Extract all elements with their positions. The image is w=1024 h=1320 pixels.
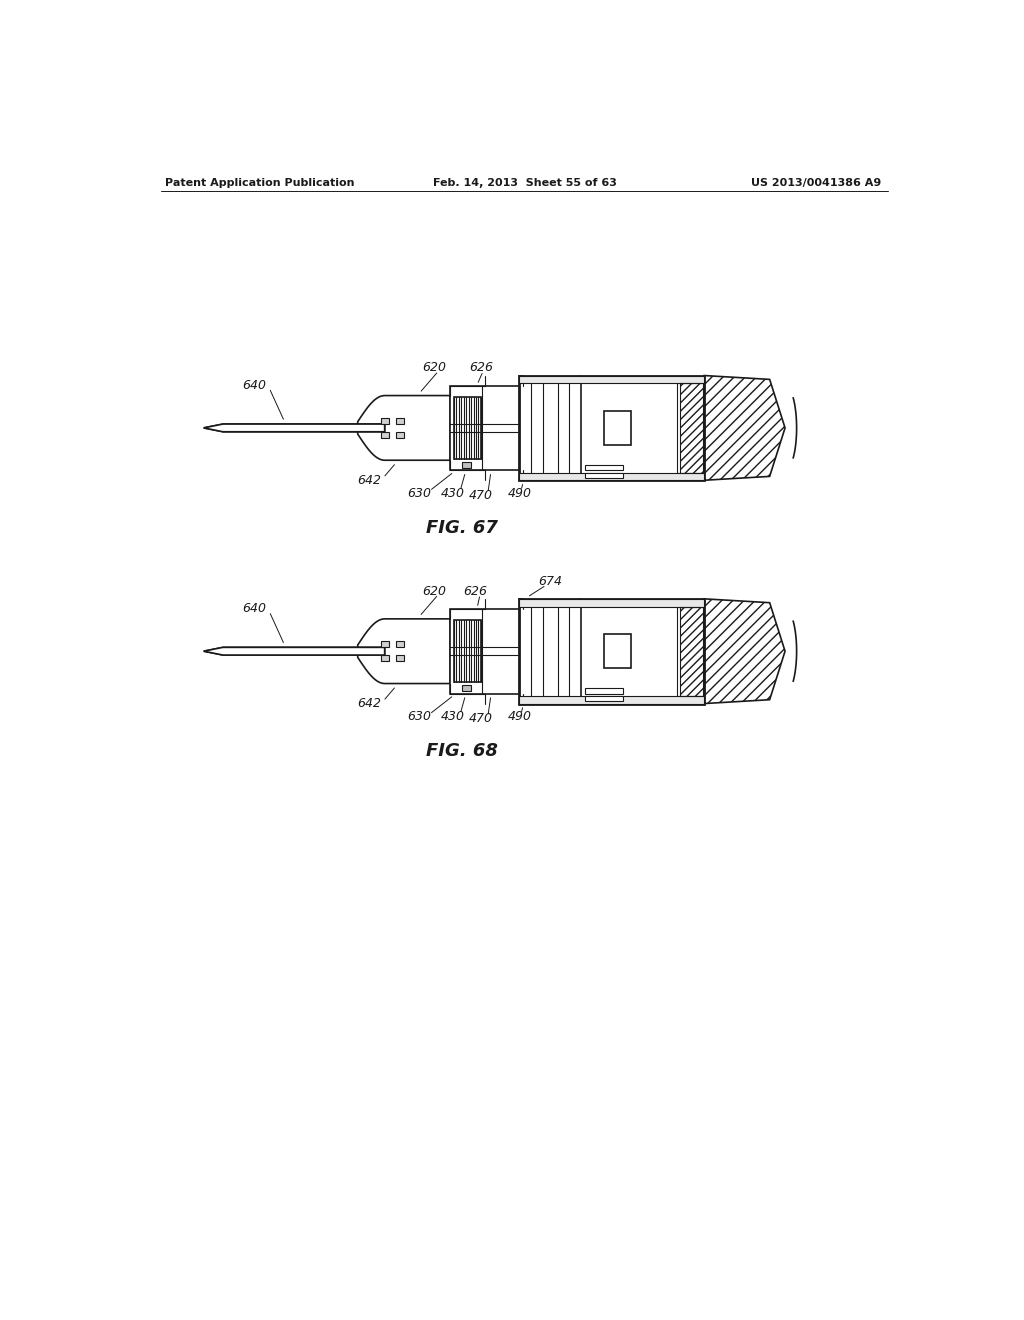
Bar	[451, 609, 523, 693]
Bar	[604, 411, 631, 445]
Polygon shape	[204, 424, 385, 432]
Bar	[396, 642, 403, 647]
Bar	[680, 383, 702, 473]
Bar	[519, 696, 705, 704]
Bar	[519, 375, 705, 383]
Text: 674: 674	[539, 576, 562, 589]
Bar	[381, 655, 388, 661]
Text: 470: 470	[469, 490, 493, 502]
Bar	[604, 635, 631, 668]
Bar	[396, 655, 403, 661]
Text: 640: 640	[242, 379, 266, 392]
Text: Feb. 14, 2013  Sheet 55 of 63: Feb. 14, 2013 Sheet 55 of 63	[433, 178, 616, 187]
Text: 430: 430	[440, 487, 465, 500]
Bar	[381, 418, 388, 424]
Text: 620: 620	[423, 585, 446, 598]
Bar	[519, 599, 705, 607]
Bar	[585, 696, 624, 701]
Polygon shape	[204, 424, 385, 432]
Text: 626: 626	[464, 585, 487, 598]
Bar	[680, 607, 702, 696]
Text: FIG. 67: FIG. 67	[426, 519, 498, 537]
Text: 490: 490	[508, 710, 531, 723]
Bar	[462, 462, 471, 469]
Bar	[519, 473, 705, 480]
Bar	[454, 620, 481, 682]
Text: 490: 490	[508, 487, 531, 500]
Text: 642: 642	[357, 474, 381, 487]
Text: 640: 640	[242, 602, 266, 615]
Bar	[585, 465, 624, 470]
Text: 620: 620	[423, 362, 446, 375]
Text: 470: 470	[469, 713, 493, 726]
Polygon shape	[357, 396, 451, 461]
Text: 626: 626	[469, 362, 493, 375]
Text: US 2013/0041386 A9: US 2013/0041386 A9	[751, 178, 882, 187]
Bar	[585, 688, 624, 693]
Text: 430: 430	[440, 710, 465, 723]
Text: Patent Application Publication: Patent Application Publication	[165, 178, 354, 187]
Polygon shape	[357, 619, 451, 684]
Bar	[381, 642, 388, 647]
Text: 642: 642	[357, 697, 381, 710]
Text: FIG. 68: FIG. 68	[426, 742, 498, 760]
Polygon shape	[204, 647, 385, 655]
Bar	[396, 418, 403, 424]
Polygon shape	[204, 647, 385, 655]
Bar	[462, 685, 471, 692]
Bar	[519, 375, 705, 480]
Bar	[519, 599, 705, 704]
Text: 630: 630	[408, 487, 431, 500]
Bar	[585, 473, 624, 478]
Bar	[451, 385, 523, 470]
Bar	[396, 432, 403, 438]
Text: 630: 630	[408, 710, 431, 723]
Bar	[454, 397, 481, 459]
Bar	[381, 432, 388, 438]
